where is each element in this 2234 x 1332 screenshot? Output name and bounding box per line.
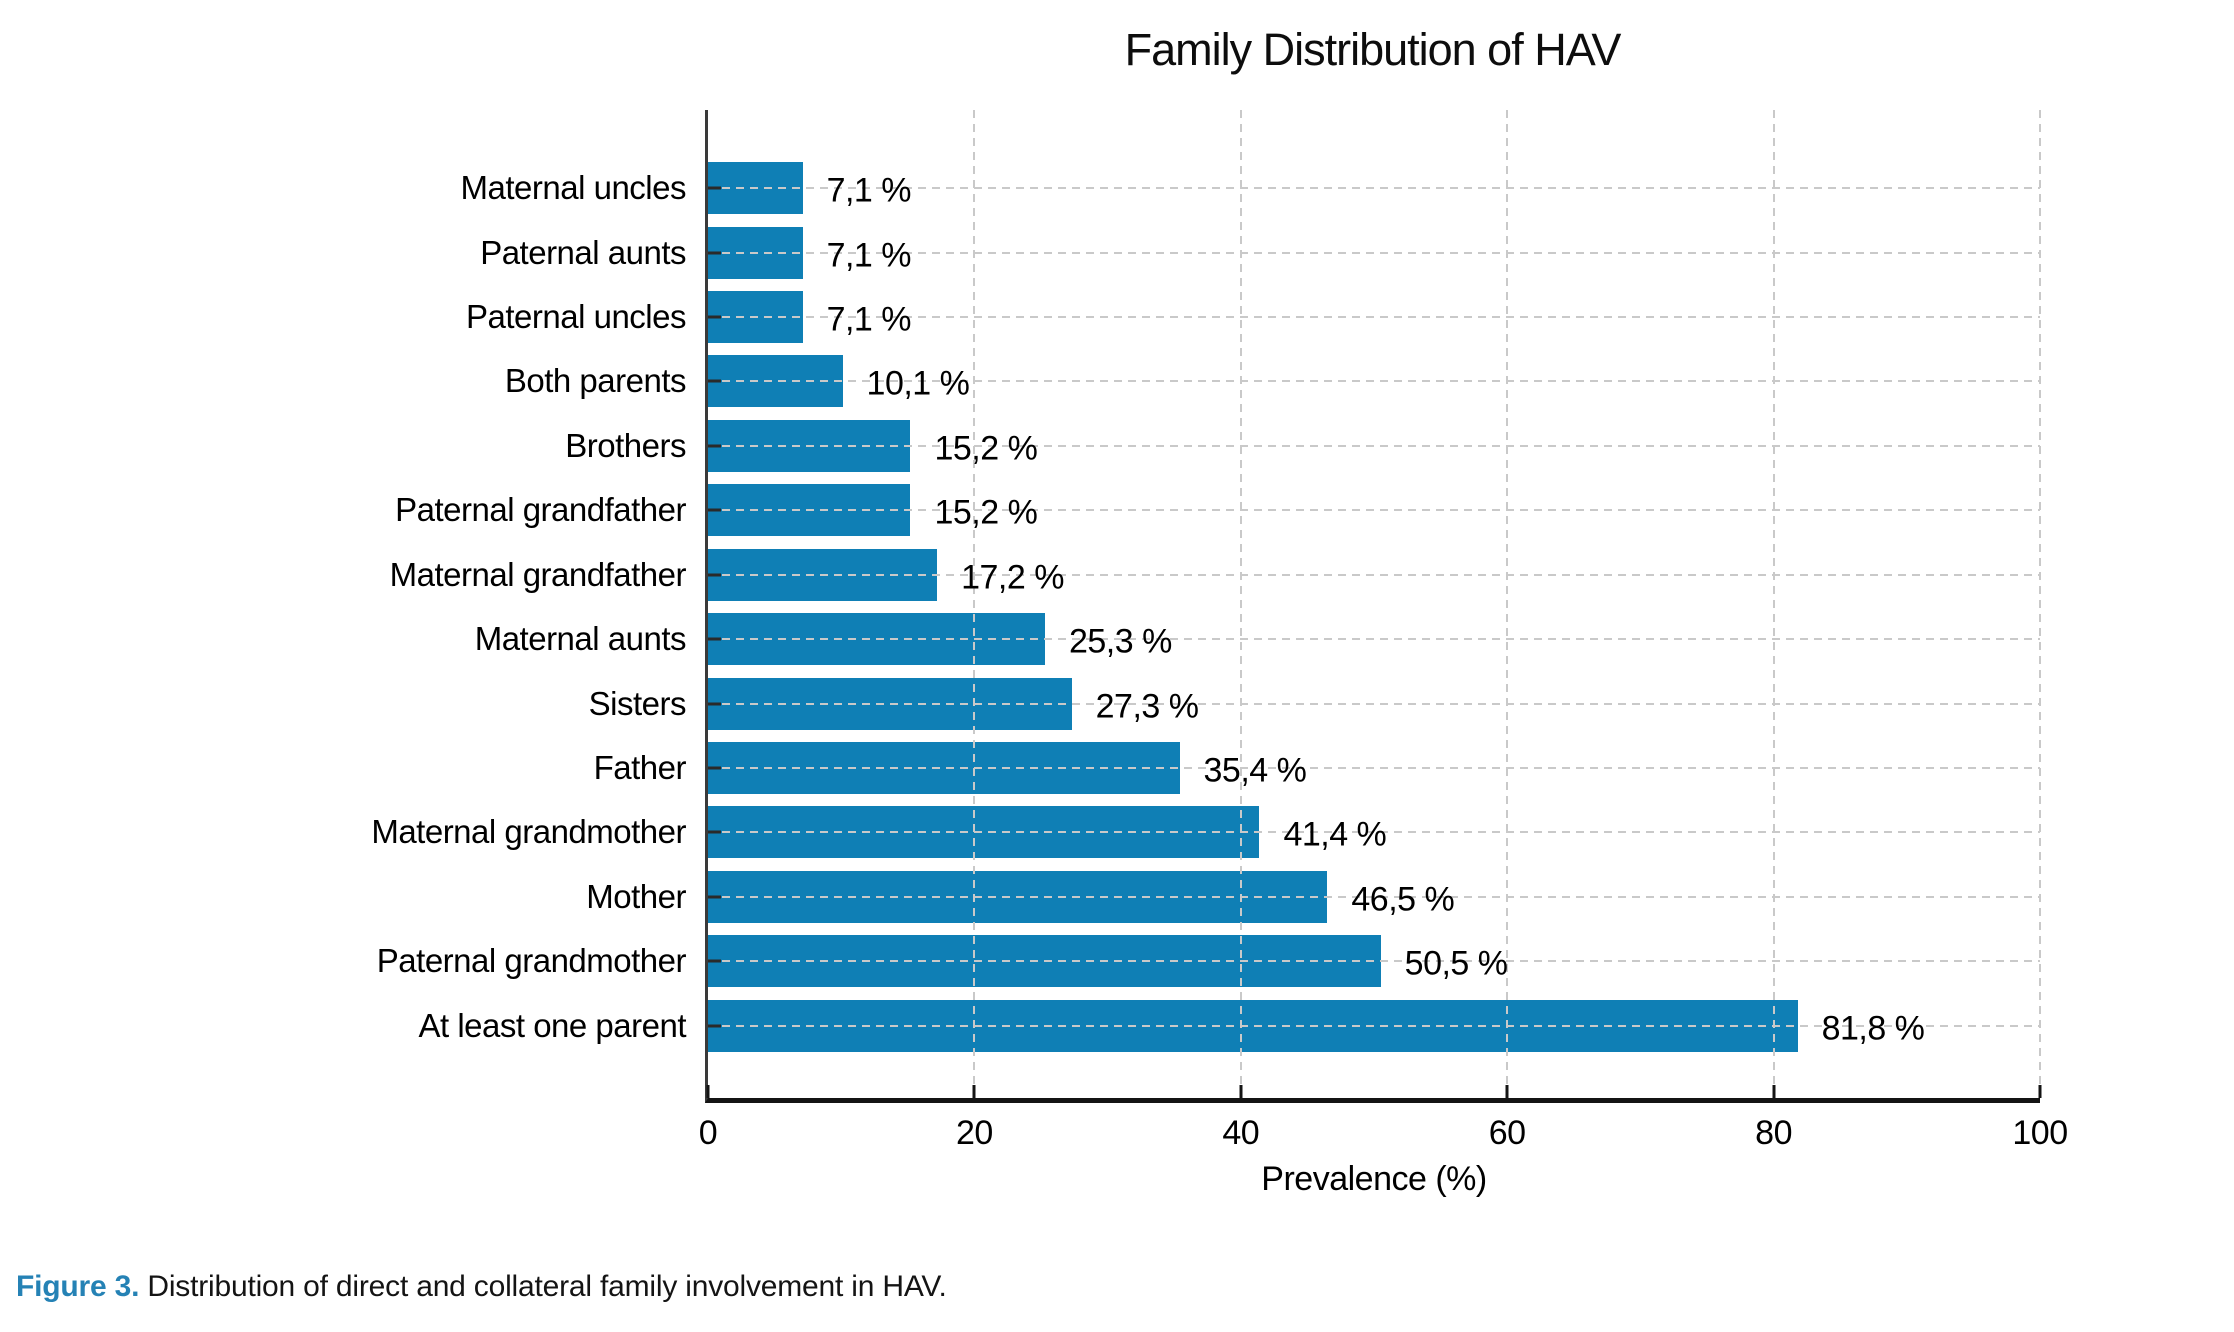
bar-row: Father 35,4 % <box>594 736 2040 800</box>
category-label: Paternal grandmother <box>376 942 687 980</box>
horizontal-gridline <box>708 831 2040 834</box>
value-label: 7,1 % <box>826 300 912 339</box>
value-label: 15,2 % <box>934 429 1038 468</box>
y-axis-tick <box>708 637 721 641</box>
horizontal-gridline <box>708 573 2040 576</box>
x-axis-tick <box>972 1085 976 1098</box>
vertical-gridline <box>1239 110 1242 1098</box>
x-tick-label: 20 <box>955 1114 993 1152</box>
category-label: Maternal grandfather <box>389 555 687 593</box>
bar-row: At least one parent 81,8 % <box>418 993 2040 1057</box>
value-label: 10,1 % <box>866 365 970 404</box>
plot-area: 0 20 40 60 80 100 Maternal uncles 7,1 % Pater… <box>371 110 2068 1198</box>
y-axis-tick <box>708 959 721 963</box>
x-axis-tick <box>706 1085 710 1098</box>
y-axis-tick <box>708 895 721 899</box>
value-label: 46,5 % <box>1351 880 1455 919</box>
category-label: Both parents <box>504 362 687 400</box>
bar-row: Paternal grandmother 50,5 % <box>377 929 2040 993</box>
value-label: 25,3 % <box>1068 622 1172 661</box>
category-label: Maternal uncles <box>460 169 687 207</box>
vertical-gridline <box>2039 110 2041 1098</box>
x-axis-tick <box>1505 1085 1509 1098</box>
bar-row: Maternal grandfather 17,2 % <box>390 543 2040 607</box>
y-axis-tick <box>708 508 721 512</box>
horizontal-gridline <box>708 444 2040 447</box>
horizontal-gridline <box>708 251 2040 254</box>
x-axis-tick <box>2038 1085 2042 1098</box>
horizontal-gridline <box>708 187 2040 190</box>
bar-row: Paternal uncles 7,1 % <box>466 285 2040 349</box>
y-axis-tick <box>708 830 721 834</box>
x-tick-label: 40 <box>1222 1114 1260 1152</box>
category-label: Paternal aunts <box>480 233 686 271</box>
value-label: 35,4 % <box>1203 751 1307 790</box>
horizontal-gridline <box>708 638 2040 641</box>
horizontal-gridline <box>708 316 2040 319</box>
category-label: Brothers <box>565 426 686 464</box>
y-axis-tick <box>708 766 721 770</box>
y-axis-tick <box>708 444 721 448</box>
bar-row: Paternal grandfather 15,2 % <box>395 478 2040 542</box>
bar-row: Maternal uncles 7,1 % <box>461 156 2040 220</box>
value-label: 7,1 % <box>826 171 912 210</box>
category-label: Mother <box>586 877 686 915</box>
value-label: 7,1 % <box>826 236 912 275</box>
category-label: At least one parent <box>418 1006 686 1044</box>
x-tick-label: 100 <box>2012 1114 2068 1152</box>
horizontal-gridline <box>708 960 2040 963</box>
value-label: 15,2 % <box>934 493 1038 532</box>
bar-row: Mother 46,5 % <box>586 865 2040 929</box>
figure-caption: Figure 3. Distribution of direct and col… <box>16 1270 947 1304</box>
bar-row: Paternal aunts 7,1 % <box>480 220 2040 284</box>
bar-row: Both parents 10,1 % <box>505 349 2040 413</box>
category-label: Paternal grandfather <box>395 491 686 529</box>
category-label: Maternal aunts <box>474 620 687 658</box>
horizontal-gridline <box>708 380 2040 383</box>
x-axis-label: Prevalence (%) <box>1261 1160 1487 1198</box>
horizontal-gridline <box>708 895 2040 898</box>
y-axis-tick <box>708 702 721 706</box>
bar-row: Maternal grandmother 41,4 % <box>371 800 2040 864</box>
horizontal-gridline <box>708 1024 2040 1027</box>
category-label: Paternal uncles <box>466 298 686 336</box>
bar-row: Brothers 15,2 % <box>565 414 2040 478</box>
bar-row: Sisters 27,3 % <box>589 671 2040 735</box>
x-axis-tick <box>1772 1085 1776 1098</box>
value-label: 81,8 % <box>1821 1009 1925 1048</box>
vertical-gridline <box>1506 110 1509 1098</box>
value-label: 17,2 % <box>961 558 1064 597</box>
category-label: Father <box>593 749 687 786</box>
x-tick-label: 0 <box>698 1114 718 1152</box>
y-axis-tick <box>708 251 721 255</box>
y-axis-tick <box>708 315 721 319</box>
figure-caption-label: Figure 3. <box>16 1270 140 1303</box>
x-axis-tick <box>1239 1085 1243 1098</box>
bar-row: Maternal aunts 25,3 % <box>475 607 2040 671</box>
vertical-gridline <box>1772 110 1775 1098</box>
y-axis-tick <box>708 186 721 190</box>
horizontal-gridline <box>708 767 2040 769</box>
category-label: Sisters <box>588 684 687 722</box>
figure-caption-text: Distribution of direct and collateral fa… <box>139 1270 947 1303</box>
bar-rows: Maternal uncles 7,1 % Paternal aunts 7,1… <box>371 156 2040 1058</box>
x-tick-label: 80 <box>1755 1114 1793 1152</box>
value-label: 27,3 % <box>1095 687 1199 726</box>
value-label: 41,4 % <box>1283 816 1387 855</box>
y-axis-tick <box>708 1024 721 1028</box>
x-tick-label: 60 <box>1488 1114 1526 1152</box>
horizontal-gridline <box>708 702 2040 705</box>
category-label: Maternal grandmother <box>371 813 686 851</box>
y-axis-tick <box>708 573 721 577</box>
vertical-gridline <box>973 110 976 1098</box>
horizontal-gridline <box>708 509 2040 512</box>
y-axis-tick <box>708 379 721 383</box>
value-label: 50,5 % <box>1404 944 1508 983</box>
chart-title: Family Distribution of HAV <box>1124 24 1622 75</box>
